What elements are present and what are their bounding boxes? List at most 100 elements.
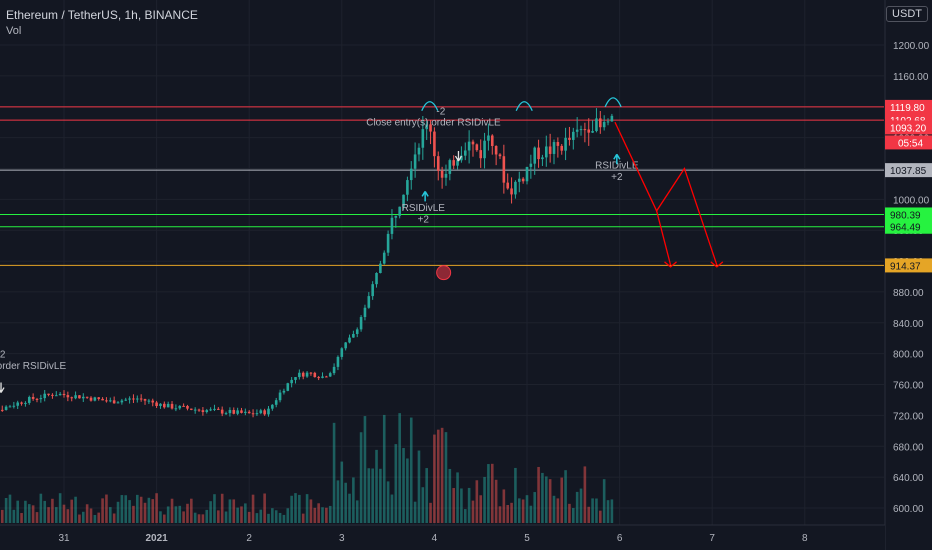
candle-body bbox=[591, 131, 594, 133]
price-line-badge-label: 1093.20 bbox=[890, 123, 927, 134]
candle-body bbox=[363, 307, 367, 318]
candle-body bbox=[244, 411, 247, 413]
volume-bar bbox=[155, 493, 158, 523]
candle-body bbox=[352, 333, 355, 338]
candle-body bbox=[502, 156, 506, 183]
volume-bar bbox=[382, 414, 386, 523]
candle-body bbox=[112, 400, 116, 404]
candle-body bbox=[290, 379, 293, 384]
volume-bar bbox=[209, 501, 212, 523]
volume-bar bbox=[105, 494, 108, 523]
volume-bar bbox=[124, 495, 128, 523]
candle-body bbox=[255, 413, 259, 415]
candle-body bbox=[548, 146, 552, 154]
strategy-annotation: -2 bbox=[0, 350, 6, 361]
price-line-badge-label: 914.37 bbox=[890, 261, 921, 272]
candle-body bbox=[282, 390, 286, 393]
candle-body bbox=[325, 376, 328, 378]
volume-bar bbox=[564, 470, 567, 523]
time-axis-bg bbox=[0, 525, 885, 550]
volume-bar bbox=[16, 500, 19, 523]
volume-bar bbox=[375, 449, 378, 523]
candle-body bbox=[583, 129, 587, 131]
candle-body bbox=[386, 233, 390, 253]
volume-bar bbox=[120, 495, 124, 523]
volume-bar bbox=[236, 507, 239, 523]
candle-body bbox=[525, 166, 529, 182]
volume-bar bbox=[190, 498, 193, 523]
volume-bar bbox=[348, 493, 351, 523]
volume-bar bbox=[541, 472, 544, 523]
candle-body bbox=[186, 405, 189, 409]
candle-body bbox=[251, 413, 255, 415]
candle-body bbox=[209, 409, 212, 411]
candle-body bbox=[120, 400, 124, 403]
volume-bar bbox=[0, 509, 4, 523]
candle-body bbox=[552, 142, 556, 154]
volume-bar bbox=[421, 487, 425, 523]
candle-body bbox=[494, 146, 498, 155]
candle-body bbox=[487, 135, 490, 141]
candle-body bbox=[440, 170, 444, 178]
volume-bar bbox=[178, 505, 182, 523]
volume-bar bbox=[132, 505, 135, 523]
candle-body bbox=[27, 396, 31, 403]
candle-body bbox=[483, 140, 486, 159]
volume-bar bbox=[406, 458, 409, 523]
volume-bar bbox=[398, 413, 401, 523]
candle-body bbox=[85, 396, 89, 398]
volume-bar bbox=[494, 479, 498, 523]
volume-bar bbox=[309, 499, 313, 523]
volume-bar bbox=[390, 494, 394, 523]
candle-body bbox=[66, 395, 70, 398]
candle-body bbox=[136, 398, 139, 400]
candle-body bbox=[471, 141, 475, 145]
volume-bar bbox=[560, 477, 564, 523]
volume-bar bbox=[35, 512, 39, 523]
candle-body bbox=[479, 150, 482, 159]
volume-bar bbox=[163, 514, 166, 523]
candle-body bbox=[193, 409, 197, 411]
volume-bar bbox=[298, 494, 301, 523]
projection-arrowhead bbox=[710, 261, 724, 268]
volume-bar bbox=[282, 514, 286, 523]
volume-bar bbox=[386, 481, 390, 523]
time-axis: 31 2021 2 3 4 5 6 7 8 bbox=[0, 524, 885, 550]
candle-body bbox=[128, 398, 131, 400]
currency-selector[interactable]: USDT bbox=[886, 6, 928, 22]
volume-bar bbox=[305, 494, 309, 523]
candle-body bbox=[575, 129, 579, 132]
candle-body bbox=[452, 160, 455, 166]
volume-bar bbox=[217, 510, 220, 523]
volume-bar bbox=[228, 499, 232, 523]
volume-indicator-label[interactable]: Vol bbox=[6, 25, 22, 37]
volume-bar bbox=[456, 472, 459, 523]
volume-bar bbox=[379, 468, 382, 523]
volume-bar bbox=[193, 512, 197, 523]
volume-bar bbox=[101, 498, 104, 523]
volume-bar bbox=[568, 503, 571, 523]
volume-bar bbox=[475, 480, 479, 523]
volume-bar bbox=[429, 502, 432, 523]
volume-bar bbox=[255, 513, 259, 523]
time-tick-label: 8 bbox=[802, 533, 808, 544]
candle-body bbox=[205, 410, 209, 413]
strategy-annotation: Close entry(s) order RSIDivLE bbox=[366, 117, 501, 128]
candle-body bbox=[116, 402, 120, 404]
candle-body bbox=[390, 217, 394, 234]
volume-bar bbox=[548, 479, 552, 523]
projection-arrowhead bbox=[664, 261, 677, 268]
candle-body bbox=[159, 403, 162, 406]
candle-body bbox=[263, 410, 266, 415]
volume-bar bbox=[332, 422, 336, 523]
candle-body bbox=[490, 135, 494, 147]
price-tick-label: 800.00 bbox=[893, 350, 924, 361]
time-tick-label: 2021 bbox=[145, 533, 168, 544]
candle-body bbox=[336, 356, 340, 367]
candle-body bbox=[4, 406, 8, 410]
volume-bar bbox=[595, 498, 598, 523]
candle-body bbox=[514, 181, 517, 195]
candle-body bbox=[521, 178, 525, 182]
